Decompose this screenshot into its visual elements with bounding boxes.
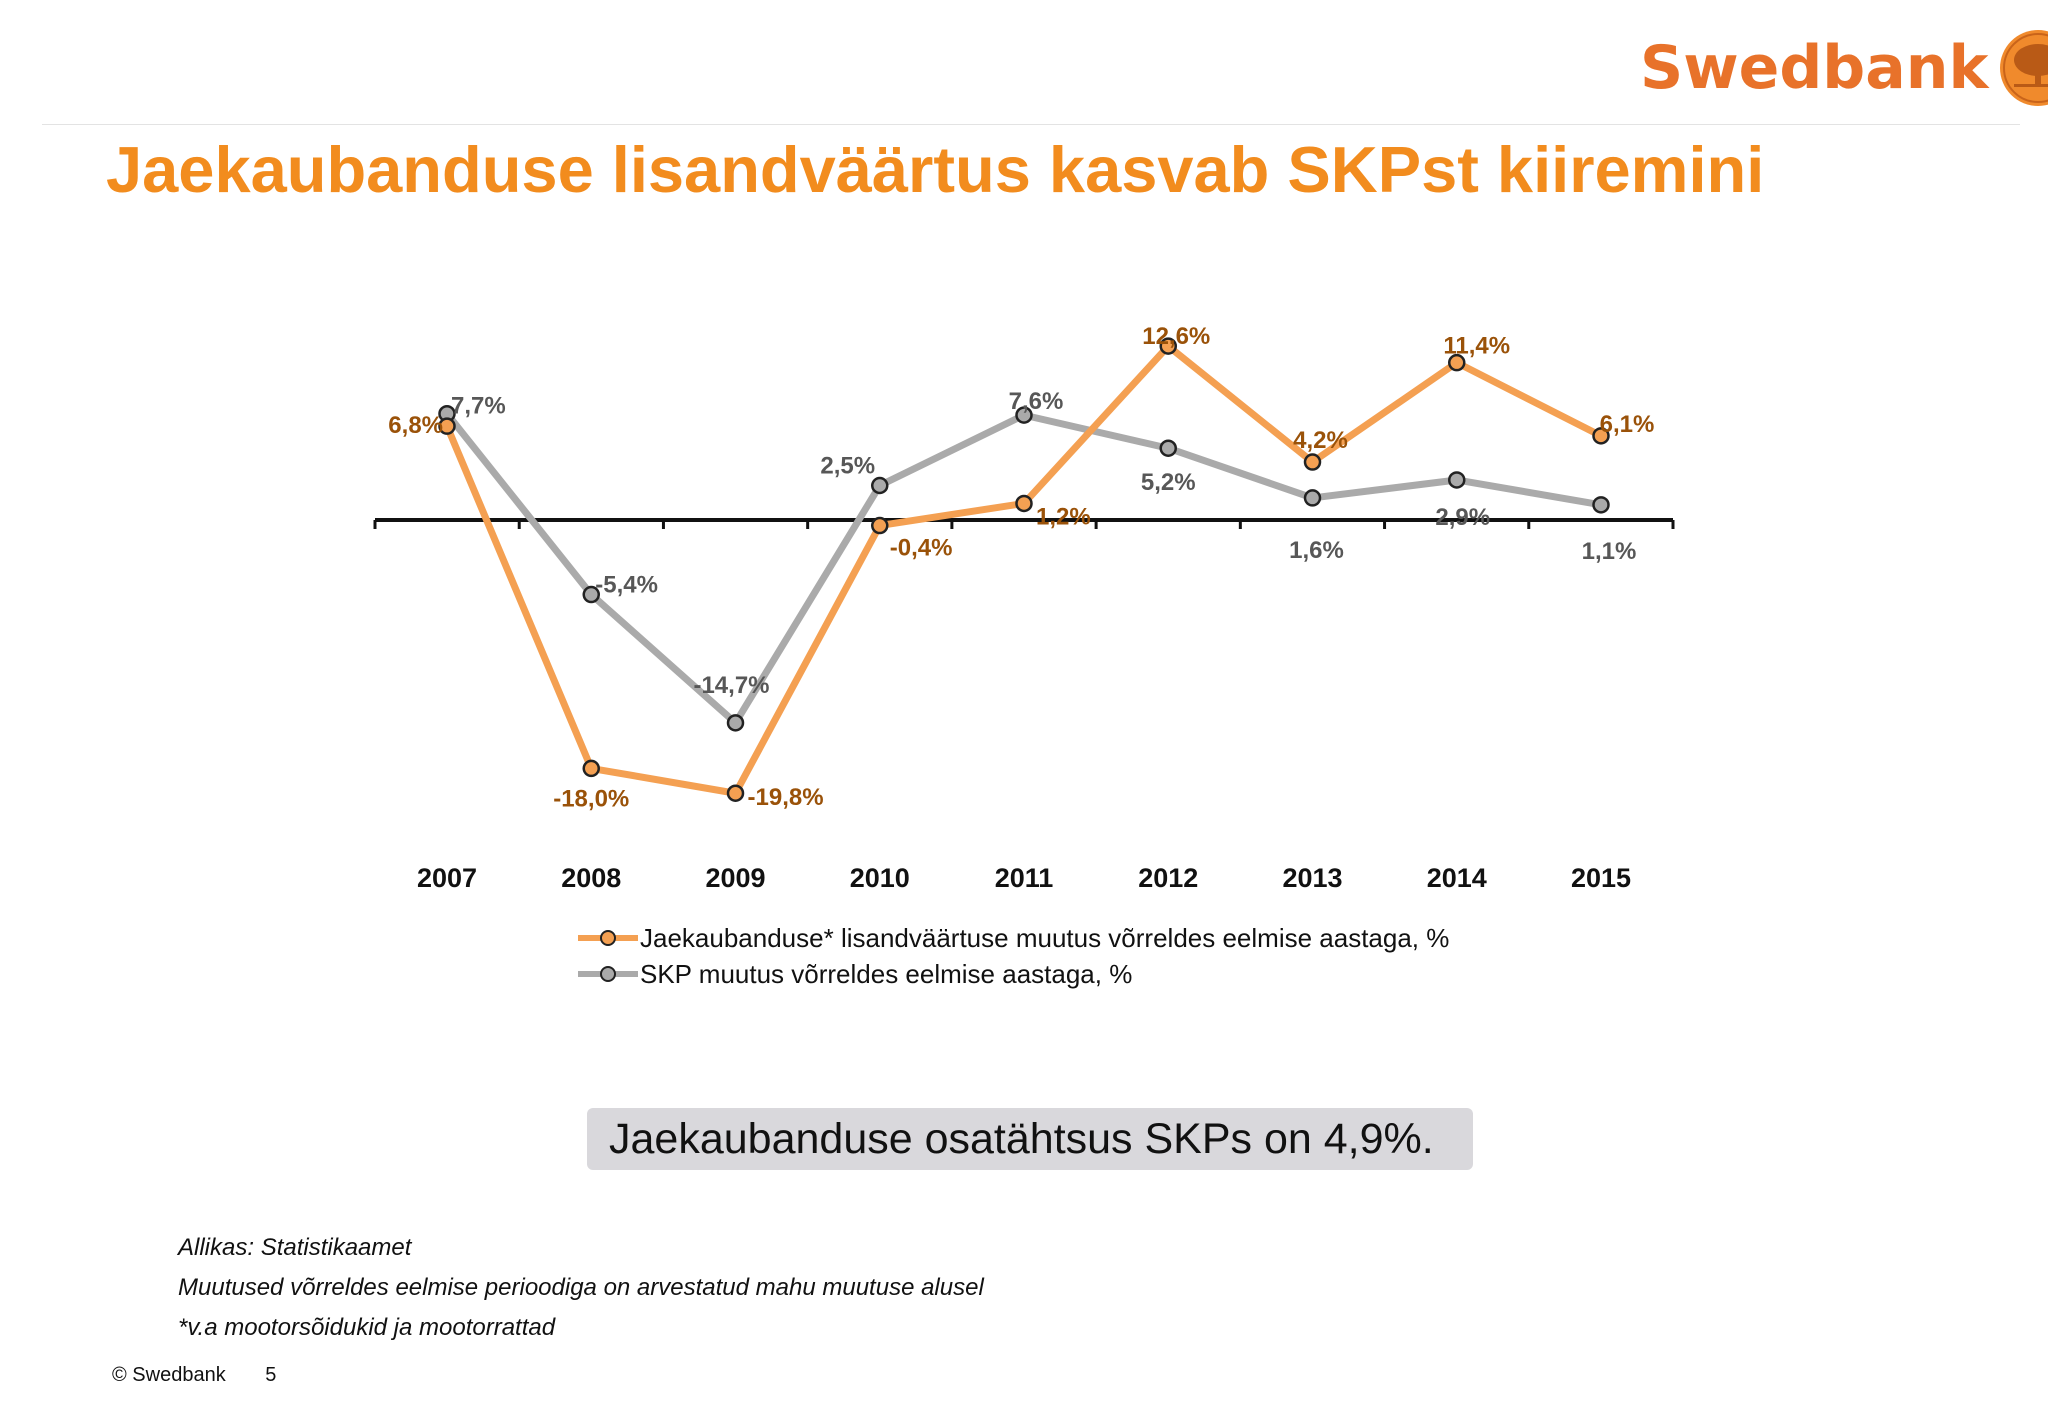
data-label-gdp: 1,1%: [1582, 538, 1637, 565]
x-tick-label: 2013: [1282, 863, 1342, 893]
x-tick-label: 2007: [417, 863, 477, 893]
data-label-retail: -19,8%: [748, 784, 824, 811]
data-label-gdp: 7,7%: [451, 393, 506, 420]
data-label-retail: 6,1%: [1600, 411, 1655, 438]
x-tick-label: 2014: [1427, 863, 1487, 893]
legend-swatch-retail: [578, 930, 638, 946]
data-point-retail: [726, 784, 745, 802]
note-text: Jaekaubanduse osatähtsus SKPs on 4,9%.: [609, 1114, 1434, 1163]
data-point-gdp: [1592, 496, 1610, 514]
legend-label-gdp: SKP muutus võrreldes eelmise aastaga, %: [640, 958, 1133, 989]
data-point-retail: [1448, 353, 1466, 372]
data-label-gdp: -5,4%: [595, 572, 658, 599]
retail-share-note: Jaekaubanduse osatähtsus SKPs on 4,9%.: [587, 1108, 1473, 1170]
data-point-retail: [1015, 494, 1033, 513]
data-point-gdp: [871, 476, 889, 495]
data-point-retail: [1592, 427, 1610, 445]
data-point-retail: [871, 516, 889, 535]
footnotes: Allikas: Statistikaamet Muutused võrreld…: [178, 1232, 984, 1352]
data-point-gdp: [1448, 471, 1466, 489]
x-tick-label: 2011: [995, 863, 1054, 893]
exclusion-note: *v.a mootorsõidukid ja mootorrattad: [178, 1314, 556, 1341]
header-divider: [42, 124, 2020, 125]
legend-swatch-gdp: [578, 966, 638, 982]
legend-item-retail: Jaekaubanduse* lisandväärtuse muutus võr…: [578, 920, 1449, 956]
data-label-gdp: 2,5%: [820, 453, 875, 480]
data-point-retail: [1303, 453, 1322, 471]
line-chart: 2007 2008 2009 2010 2011 2012 2013 2014 2015 6,8%…: [373, 323, 1675, 893]
data-label-retail: -18,0%: [553, 785, 629, 812]
data-point-retail: [438, 417, 456, 435]
data-label-retail: 4,2%: [1293, 427, 1348, 454]
data-label-gdp: -14,7%: [693, 672, 769, 699]
logo-wordmark: Swedbank: [1640, 33, 1989, 103]
legend-label-retail: Jaekaubanduse* lisandväärtuse muutus võr…: [640, 922, 1450, 953]
x-tick-label: 2008: [561, 863, 621, 893]
chart-legend: Jaekaubanduse* lisandväärtuse muutus võr…: [578, 920, 1449, 992]
x-tick-label: 2010: [850, 863, 910, 893]
data-label-retail: 12,6%: [1142, 323, 1210, 350]
data-point-gdp: [1303, 489, 1322, 507]
series-line-gdp: [443, 410, 1605, 727]
data-point-gdp: [726, 714, 745, 732]
page-number: 5: [265, 1364, 277, 1386]
data-point-gdp: [1015, 406, 1033, 424]
method-note: Muutused võrreldes eelmise perioodiga on…: [178, 1274, 984, 1301]
data-label-retail: 1,2%: [1036, 503, 1091, 530]
source-note: Allikas: Statistikaamet: [178, 1234, 412, 1261]
legend-item-gdp: SKP muutus võrreldes eelmise aastaga, %: [578, 956, 1449, 992]
data-point-retail: [582, 759, 600, 778]
data-label-gdp: 5,2%: [1141, 469, 1196, 496]
swedbank-logo: Swedbank: [1640, 28, 2048, 108]
oak-tree-icon: [2000, 30, 2048, 106]
data-point-retail: [1159, 337, 1177, 355]
x-tick-label: 2012: [1138, 863, 1198, 893]
data-label-gdp: 2,9%: [1435, 504, 1490, 531]
x-tick-label: 2015: [1571, 863, 1631, 893]
data-point-gdp: [582, 585, 600, 604]
data-label-retail: 6,8%: [388, 412, 443, 439]
data-point-gdp: [1159, 439, 1177, 457]
slide-footer: © Swedbank 5: [112, 1364, 310, 1387]
copyright: © Swedbank: [112, 1364, 226, 1386]
data-label-gdp: 7,6%: [1009, 388, 1064, 415]
x-tick-label: 2009: [705, 863, 765, 893]
data-label-gdp: 1,6%: [1289, 537, 1344, 564]
data-label-retail: 11,4%: [1443, 333, 1510, 360]
data-label-retail: -0,4%: [890, 535, 953, 562]
slide-title: Jaekaubanduse lisandväärtus kasvab SKPst…: [106, 133, 1765, 206]
